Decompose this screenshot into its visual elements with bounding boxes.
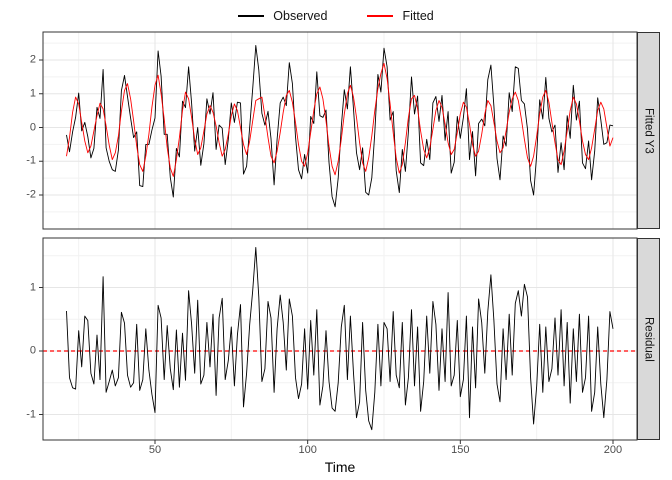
facet-strip-label: Fitted Y3 — [642, 107, 655, 154]
facet-strip-fitted-y3: Fitted Y3 — [637, 32, 660, 229]
legend-key-observed-line — [238, 15, 265, 17]
x-tick-label: 50 — [148, 444, 162, 456]
y-tick-label: 1 — [29, 87, 36, 100]
y-tick-label: 2 — [29, 53, 36, 66]
x-tick-label: 200 — [603, 444, 623, 456]
series-fitted — [66, 62, 614, 177]
series-residual — [66, 247, 614, 431]
facet-strip-residual: Residual — [637, 238, 660, 440]
y-tick-label: -2 — [26, 188, 36, 201]
x-axis-title: Time — [324, 459, 356, 475]
legend-label-observed: Observed — [273, 9, 328, 23]
y-tick-label: 0 — [29, 344, 36, 357]
y-tick-label: -1 — [26, 408, 36, 420]
y-tick-label: -1 — [26, 154, 36, 167]
facet-strip-label: Residual — [642, 316, 655, 362]
x-tick-label: 150 — [451, 444, 470, 456]
x-tick-label: 100 — [298, 444, 317, 456]
y-tick-label: 0 — [29, 121, 36, 133]
legend: Observed Fitted — [0, 6, 672, 26]
legend-key-fitted-line — [367, 15, 394, 17]
y-tick-label: 1 — [29, 281, 36, 293]
legend-label-fitted: Fitted — [402, 9, 434, 23]
